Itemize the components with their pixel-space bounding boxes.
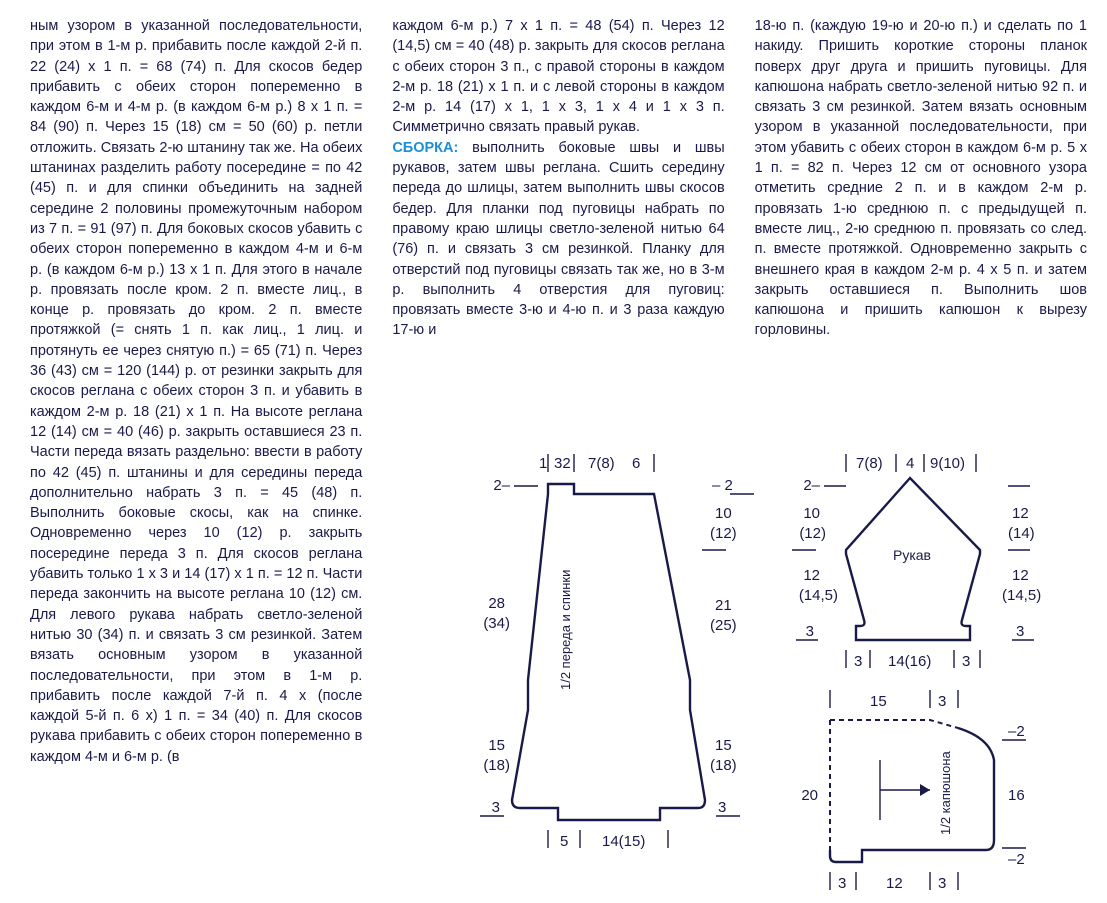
svg-text:10: 10 — [803, 505, 820, 522]
svg-text:1/2 переда и спинки: 1/2 переда и спинки — [558, 570, 573, 690]
body-piece-group: 1 32 7(8) 6 2– 28 (34) 15 (18) 3 – 2 10 … — [480, 454, 754, 850]
svg-text:32: 32 — [554, 455, 571, 472]
body-text-col1: ным узором в указанной последовательност… — [30, 18, 362, 765]
svg-text:(18): (18) — [710, 757, 737, 774]
svg-text:14(15): 14(15) — [602, 833, 645, 850]
hood-group: 15 3 20 –2 16 –2 1/2 капюшона 3 — [801, 690, 1026, 892]
svg-text:3: 3 — [938, 875, 946, 892]
svg-text:(18): (18) — [483, 757, 510, 774]
svg-text:7(8): 7(8) — [588, 455, 615, 472]
svg-text:(14,5): (14,5) — [799, 587, 838, 604]
svg-text:4: 4 — [906, 455, 914, 472]
svg-text:5: 5 — [560, 833, 568, 850]
svg-text:– 2: – 2 — [712, 477, 733, 494]
svg-text:3: 3 — [1016, 623, 1024, 640]
svg-text:16: 16 — [1008, 787, 1025, 804]
svg-text:12: 12 — [1012, 505, 1029, 522]
svg-text:20: 20 — [801, 787, 818, 804]
svg-text:3: 3 — [718, 799, 726, 816]
svg-text:(12): (12) — [799, 525, 826, 542]
svg-text:–2: –2 — [1008, 851, 1025, 868]
body-text-col3: 18-ю п. (каждую 19-ю и 20-ю п.) и сделат… — [755, 18, 1087, 338]
assembly-heading: СБОРКА: — [392, 140, 458, 156]
svg-text:9(10): 9(10) — [930, 455, 965, 472]
svg-text:3: 3 — [492, 799, 500, 816]
sleeve-group: 7(8) 4 9(10) 2– 10 (12) 12 (14,5) 3 12 (… — [792, 454, 1041, 670]
svg-text:3: 3 — [962, 653, 970, 670]
svg-text:21: 21 — [715, 597, 732, 614]
svg-text:1: 1 — [539, 455, 547, 472]
svg-text:15: 15 — [488, 737, 505, 754]
svg-text:15: 15 — [870, 693, 887, 710]
svg-text:14(16): 14(16) — [888, 653, 931, 670]
svg-text:(14,5): (14,5) — [1002, 587, 1041, 604]
svg-text:3: 3 — [938, 693, 946, 710]
svg-text:–2: –2 — [1008, 723, 1025, 740]
svg-text:3: 3 — [838, 875, 846, 892]
svg-text:10: 10 — [715, 505, 732, 522]
body-text-col2-p1: каждом 6-м р.) 7 х 1 п. = 48 (54) п. Чер… — [392, 18, 724, 135]
text-column-1: ным узором в указанной последовательност… — [30, 16, 362, 767]
schematics-region: 1 32 7(8) 6 2– 28 (34) 15 (18) 3 – 2 10 … — [420, 450, 1080, 890]
svg-text:(14): (14) — [1008, 525, 1035, 542]
svg-text:12: 12 — [886, 875, 903, 892]
svg-text:(25): (25) — [710, 617, 737, 634]
svg-text:15: 15 — [715, 737, 732, 754]
svg-text:1/2 капюшона: 1/2 капюшона — [938, 750, 953, 835]
svg-text:28: 28 — [488, 595, 505, 612]
svg-text:2–: 2– — [493, 477, 510, 494]
svg-text:6: 6 — [632, 455, 640, 472]
svg-text:3: 3 — [854, 653, 862, 670]
svg-text:12: 12 — [1012, 567, 1029, 584]
svg-text:(34): (34) — [483, 615, 510, 632]
svg-text:(12): (12) — [710, 525, 737, 542]
svg-text:Рукав: Рукав — [893, 547, 931, 563]
svg-text:3: 3 — [806, 623, 814, 640]
svg-text:7(8): 7(8) — [856, 455, 883, 472]
body-text-col2-p2: выполнить боковые швы и швы рукавов, зат… — [392, 140, 724, 339]
svg-text:2–: 2– — [803, 477, 820, 494]
svg-text:12: 12 — [803, 567, 820, 584]
schematics-svg: 1 32 7(8) 6 2– 28 (34) 15 (18) 3 – 2 10 … — [420, 450, 1080, 890]
